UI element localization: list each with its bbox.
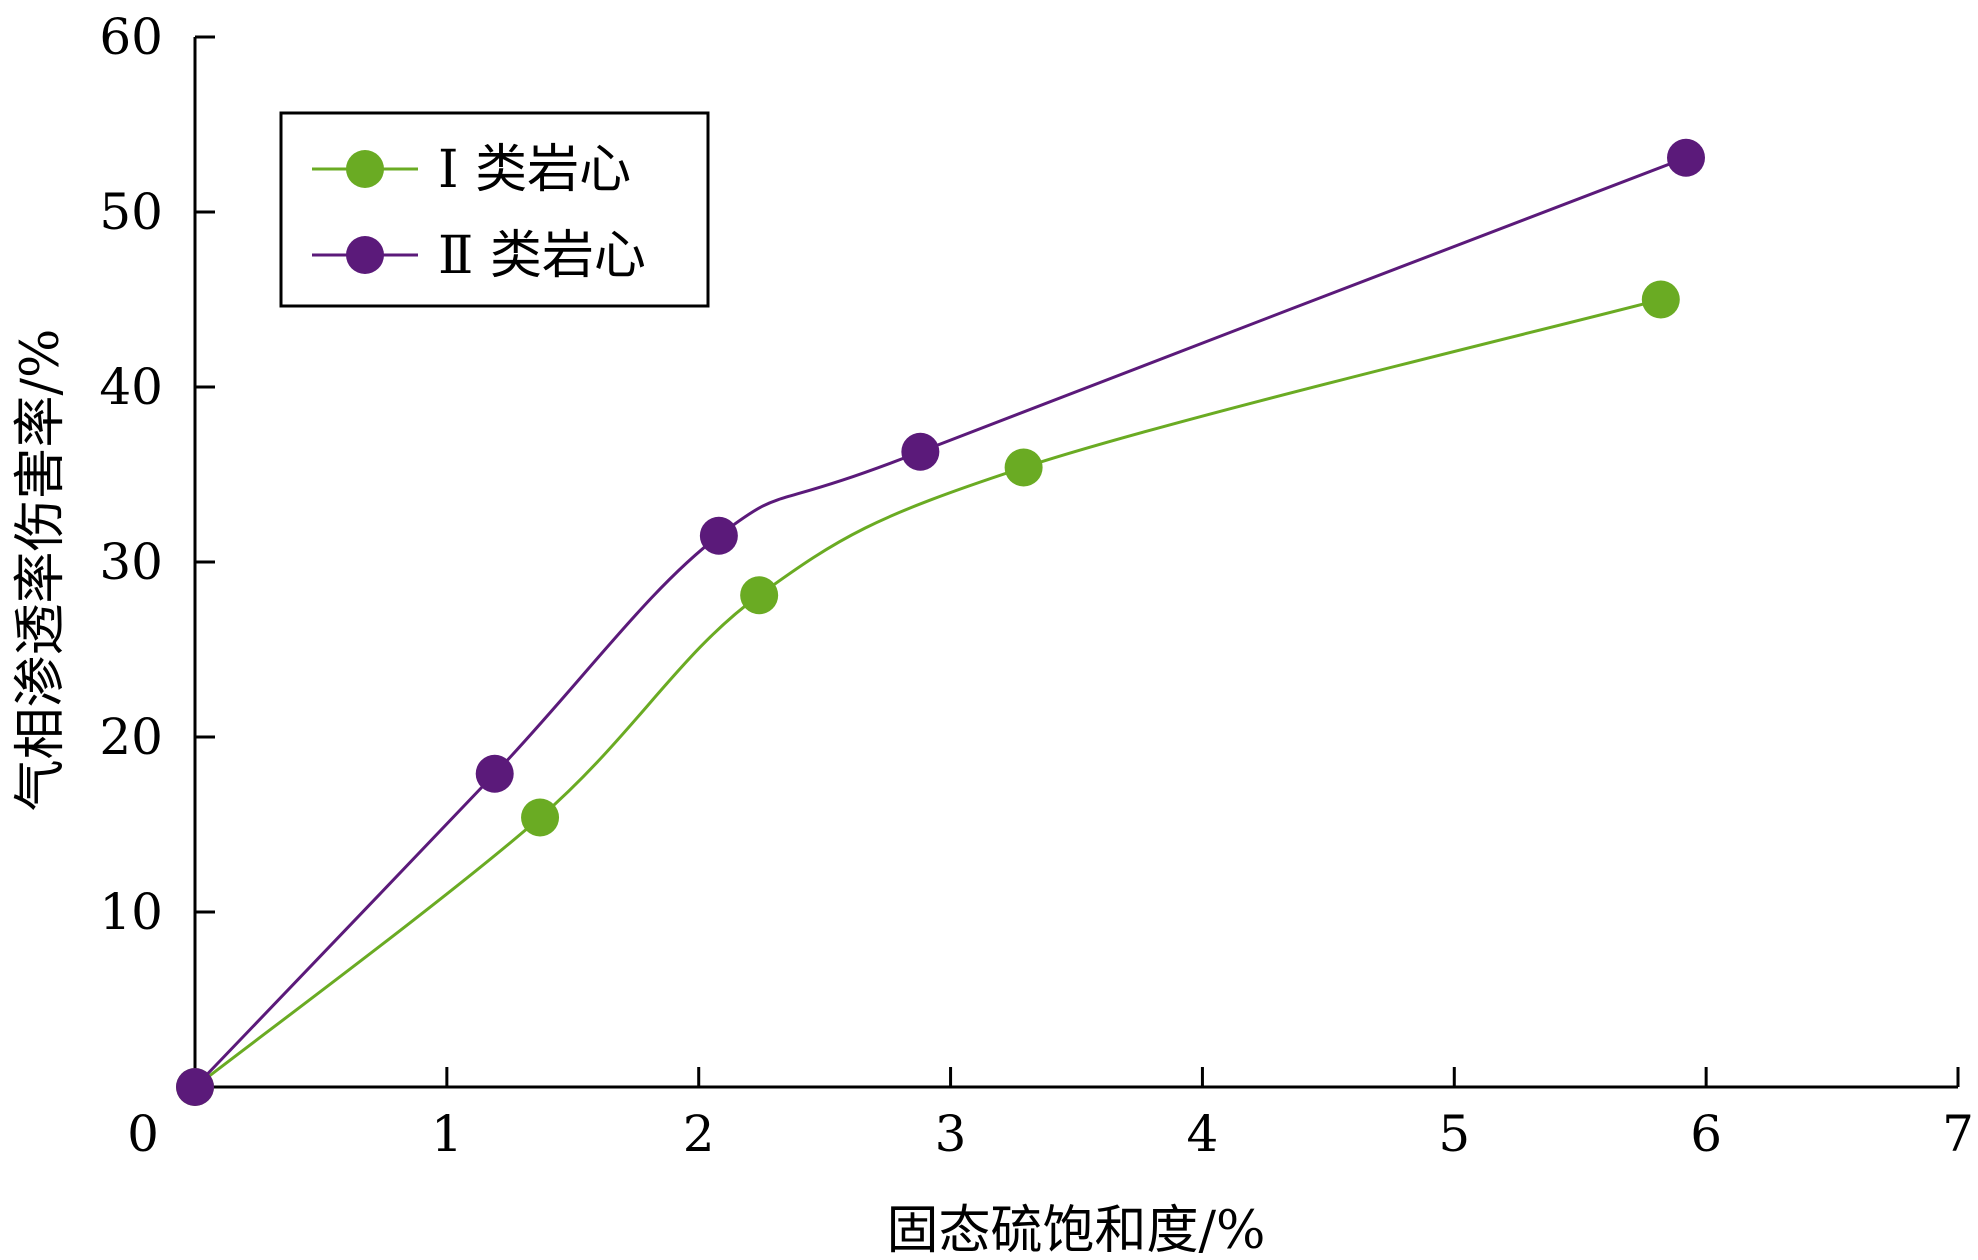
data-point — [521, 798, 560, 837]
legend-box — [279, 111, 710, 308]
legend-label-series-2: Ⅱ 类岩心 — [438, 226, 646, 286]
y-tick-label: 20 — [99, 708, 163, 766]
x-tick-label: 5 — [1438, 1105, 1470, 1163]
x-tick-label: 6 — [1690, 1105, 1722, 1163]
data-point — [740, 576, 779, 615]
x-tick-label: 7 — [1942, 1105, 1974, 1163]
data-point — [475, 754, 514, 793]
x-axis-title: 固态硫饱和度/% — [887, 1201, 1266, 1260]
data-point — [1641, 280, 1680, 319]
y-tick-label: 50 — [99, 183, 163, 241]
data-point — [1666, 138, 1705, 177]
y-tick-label: 10 — [99, 883, 163, 941]
data-point — [699, 516, 738, 555]
series-1 — [176, 280, 1680, 1106]
series-2 — [176, 138, 1705, 1106]
legend-marker-series-1 — [346, 150, 384, 188]
series-line — [193, 156, 1687, 1089]
x-tick-label: 2 — [683, 1105, 715, 1163]
legend: Ⅰ 类岩心 Ⅱ 类岩心 — [279, 111, 710, 308]
legend-label-series-1: Ⅰ 类岩心 — [438, 140, 631, 200]
data-point — [1004, 448, 1043, 487]
x-ticks: 0 1 2 3 4 5 6 7 — [127, 1067, 1974, 1163]
x-tick-label: 0 — [127, 1105, 159, 1163]
y-tick-label: 40 — [99, 358, 163, 416]
y-tick-label: 60 — [99, 8, 163, 66]
data-point — [901, 432, 940, 471]
x-tick-label: 1 — [431, 1105, 463, 1163]
series-line — [194, 298, 1662, 1089]
y-ticks: 10 20 30 40 50 60 — [99, 8, 215, 941]
x-tick-label: 3 — [935, 1105, 967, 1163]
x-tick-label: 4 — [1187, 1105, 1219, 1163]
series-layer — [176, 138, 1705, 1106]
y-tick-label: 30 — [99, 533, 163, 591]
legend-marker-series-2 — [346, 236, 384, 274]
data-point — [176, 1068, 214, 1106]
y-axis-title: 气相渗透率伤害率/% — [11, 329, 71, 812]
